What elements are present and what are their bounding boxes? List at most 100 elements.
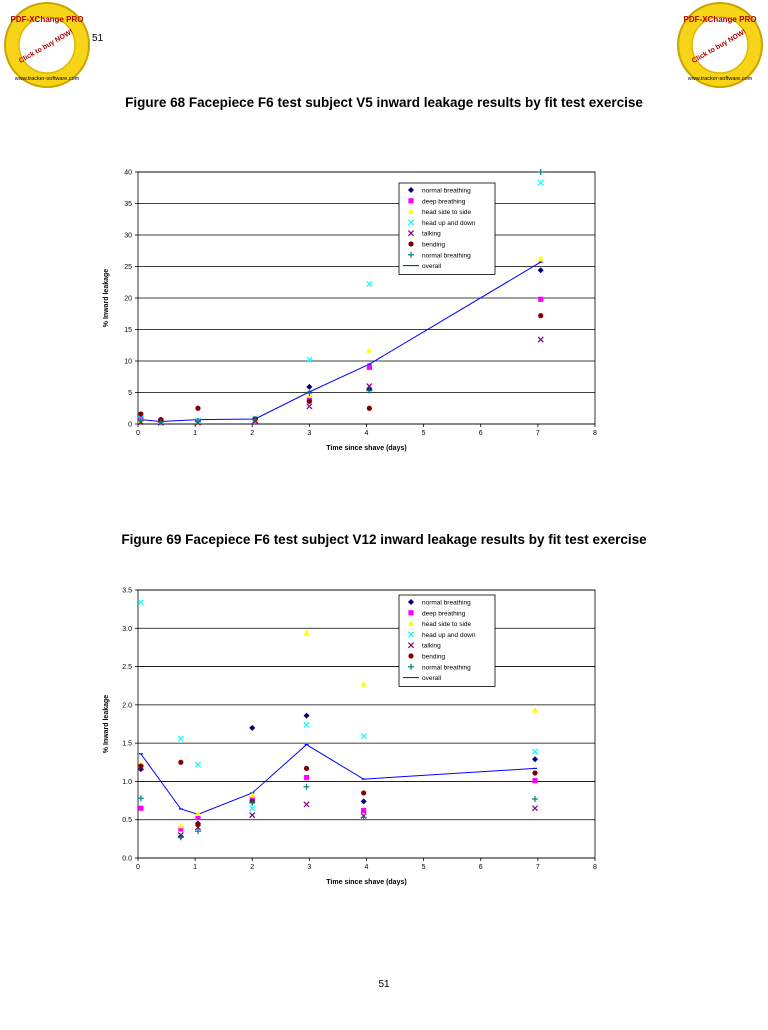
- series-3-head-side-to-side: [137, 629, 539, 829]
- legend-label: talking: [422, 643, 441, 650]
- data-point: [303, 712, 310, 719]
- data-point: [157, 419, 164, 426]
- legend: [398, 182, 496, 275]
- legend-marker: [408, 620, 414, 626]
- data-point: [137, 599, 144, 606]
- y-tick-label: 40: [124, 170, 132, 177]
- data-point: [178, 759, 184, 765]
- legend-marker: [408, 653, 414, 659]
- y-tick-label: 0.0: [122, 856, 132, 863]
- legend-marker: [408, 241, 414, 247]
- data-point: [195, 814, 201, 821]
- data-point: [360, 814, 367, 821]
- x-tick-label: 3: [307, 430, 311, 437]
- legend-label: normal breathing: [422, 600, 471, 607]
- y-tick-label: 0.5: [122, 817, 132, 824]
- data-point: [252, 416, 259, 423]
- legend-label: overall: [422, 263, 442, 270]
- data-point: [361, 807, 367, 814]
- legend-marker: [408, 663, 414, 670]
- legend-marker: [408, 251, 414, 258]
- legend-marker: [407, 219, 415, 226]
- data-point: [194, 761, 202, 768]
- pdf-xchange-stamp-right[interactable]: PDF-XChange PRO Click to buy NOW! www.tr…: [675, 0, 765, 90]
- legend-marker: [407, 230, 415, 237]
- data-point: [306, 383, 313, 390]
- legend-marker: [408, 610, 414, 616]
- data-point: [360, 798, 367, 805]
- data-point: [195, 405, 201, 411]
- y-tick-label: 15: [124, 327, 132, 334]
- legend-label: head side to side: [422, 621, 472, 628]
- data-point: [537, 255, 544, 261]
- data-point: [303, 629, 310, 636]
- pdf-xchange-stamp-left[interactable]: PDF-XChange PRO Click to buy NOW! www.tr…: [2, 0, 92, 90]
- legend-label: normal breathing: [422, 664, 471, 671]
- data-point: [538, 313, 544, 319]
- legend-label: bending: [422, 654, 446, 661]
- legend-label: deep breathing: [422, 198, 466, 205]
- x-tick-label: 7: [536, 864, 540, 871]
- legend-label: head side to side: [422, 209, 472, 216]
- x-tick-label: 0: [136, 430, 140, 437]
- y-tick-label: 3.5: [122, 588, 132, 595]
- y-tick-label: 1.0: [122, 779, 132, 786]
- x-tick-label: 6: [479, 864, 483, 871]
- x-tick-label: 4: [365, 864, 369, 871]
- y-tick-label: 0: [128, 422, 132, 429]
- x-axis-label: Time since shave (days): [326, 879, 406, 886]
- y-tick-label: 30: [124, 233, 132, 240]
- data-point: [249, 724, 256, 731]
- data-point: [537, 179, 544, 186]
- data-point: [532, 707, 539, 713]
- x-tick-label: 0: [136, 864, 140, 871]
- legend-marker: [407, 642, 415, 649]
- page-number-bottom: 51: [378, 979, 390, 990]
- data-point: [537, 169, 544, 175]
- figure-69-chart: 0.0 0.5 1.0 1.5 2.0 2.5 3.0 3.5 0 1 2 3 4 5 6 7 8 Time si…: [103, 588, 597, 887]
- x-tick-label: 7: [536, 430, 540, 437]
- legend-label: head up and down: [422, 220, 476, 227]
- x-tick-label: 8: [593, 864, 597, 871]
- data-point: [366, 364, 372, 370]
- stamp-text-bottom: www.tracker-software.com: [687, 76, 753, 82]
- series-7-normal-breathing: [137, 783, 539, 841]
- data-point: [306, 390, 313, 397]
- legend-label: bending: [422, 242, 446, 249]
- data-point: [249, 805, 256, 812]
- x-tick-label: 1: [193, 864, 197, 871]
- y-tick-label: 5: [128, 390, 132, 397]
- y-tick-label: 25: [124, 264, 132, 271]
- data-point: [249, 792, 256, 798]
- series-4-head-up-and-down: [137, 599, 539, 812]
- data-point: [303, 721, 310, 728]
- stamp-text-top: PDF-XChange PRO: [684, 15, 757, 24]
- data-point: [366, 281, 373, 288]
- x-tick-label: 2: [250, 430, 254, 437]
- data-point: [537, 267, 544, 274]
- data-point: [249, 799, 256, 806]
- data-point: [538, 296, 544, 302]
- legend-marker: [408, 208, 414, 214]
- data-point: [138, 805, 144, 811]
- data-point: [249, 795, 255, 801]
- data-point: [366, 347, 373, 353]
- data-point: [303, 775, 310, 781]
- series-2-deep-breathing: [138, 775, 538, 832]
- x-axis-label: Time since shave (days): [326, 445, 406, 452]
- series-1-normal-breathing: [137, 712, 539, 840]
- x-tick-label: 1: [193, 430, 197, 437]
- data-point: [532, 778, 538, 784]
- data-point: [303, 783, 310, 790]
- data-point: [194, 810, 201, 816]
- page-number-top: 51: [92, 33, 104, 44]
- x-tick-label: 6: [479, 430, 483, 437]
- data-point: [137, 766, 144, 773]
- y-tick-label: 2.5: [122, 664, 132, 671]
- data-point: [195, 821, 201, 827]
- data-point: [303, 801, 310, 808]
- data-point: [138, 763, 144, 769]
- x-tick-label: 3: [307, 864, 311, 871]
- data-point: [532, 796, 539, 803]
- x-tick-label: 2: [250, 864, 254, 871]
